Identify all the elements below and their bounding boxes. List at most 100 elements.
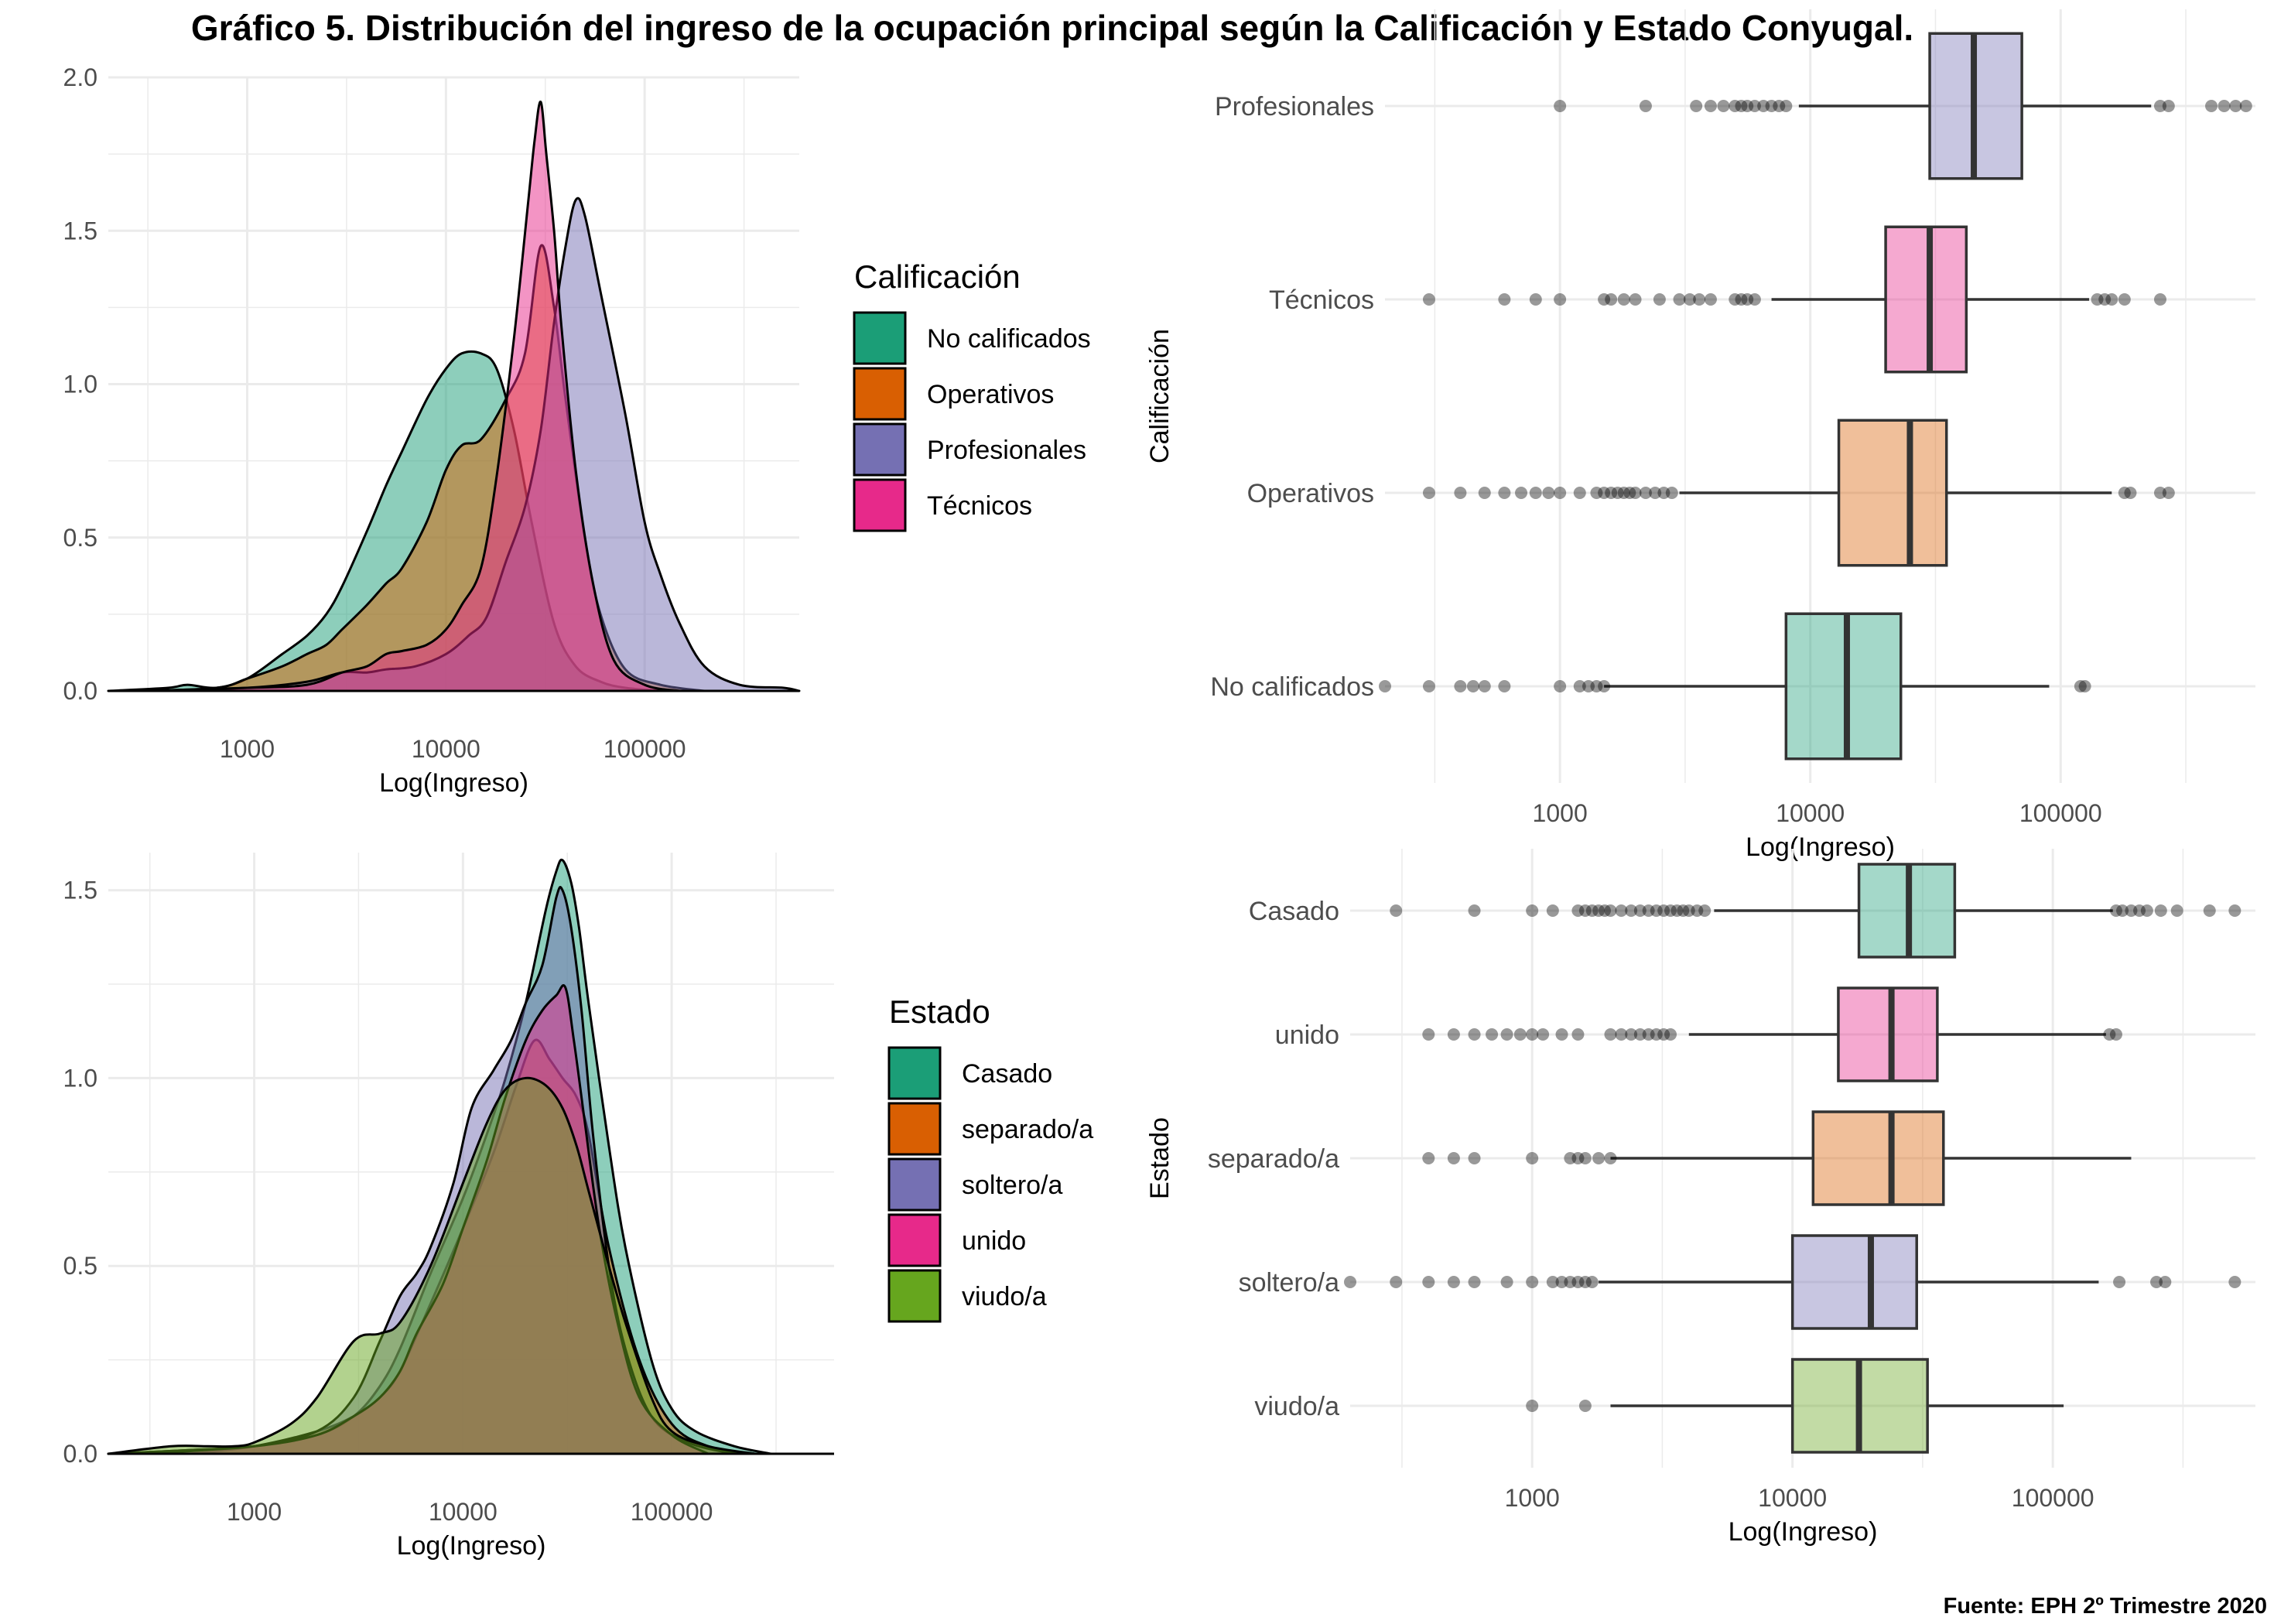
outlier-point [1698, 904, 1711, 917]
outlier-point [1555, 1028, 1568, 1041]
outlier-point [1625, 904, 1638, 917]
y-tick-label: Técnicos [1269, 285, 1374, 315]
legend-key-no-calificados [853, 311, 907, 365]
y-tick-label: viudo/a [1254, 1392, 1339, 1421]
outlier-point [1454, 487, 1467, 499]
outlier-point [2154, 904, 2167, 917]
outlier-point [1657, 1028, 1670, 1041]
outlier-point [1578, 1400, 1592, 1412]
outlier-point [1564, 1152, 1577, 1164]
legend-label-casado: Casado [962, 1059, 1052, 1089]
outlier-point [1639, 487, 1652, 499]
x-axis-title: Log(Ingreso) [1729, 1517, 1878, 1547]
box-soltero-a [1344, 1234, 2242, 1330]
outlier-point [1546, 904, 1559, 917]
outlier-point [1468, 904, 1481, 917]
x-tick-label: 100000 [2019, 799, 2102, 827]
outlier-point [1571, 1152, 1585, 1164]
outlier-point [1447, 1028, 1460, 1041]
outlier-point [1526, 1276, 1539, 1288]
outlier-point [1344, 1276, 1356, 1288]
outlier-point [1468, 1152, 1481, 1164]
box-iqr [1837, 419, 1948, 567]
x-axis-title: Log(Ingreso) [379, 768, 528, 798]
box-iqr [1784, 612, 1903, 761]
x-axis-title: Log(Ingreso) [397, 1531, 546, 1561]
outlier-point [1529, 293, 1542, 306]
legend-key-unido [887, 1213, 942, 1267]
outlier-point [1390, 1276, 1403, 1288]
outlier-point [1665, 487, 1678, 499]
outlier-point [1657, 487, 1670, 499]
outlier-point [1422, 487, 1435, 499]
outlier-point [1526, 904, 1539, 917]
outlier-point [1664, 904, 1677, 917]
outlier-point [1633, 1028, 1647, 1041]
outlier-point [1642, 904, 1655, 917]
box-profesionales [1554, 32, 2252, 180]
outlier-point [1605, 487, 1618, 499]
outlier-point [1604, 1028, 1617, 1041]
outlier-point [2153, 100, 2166, 112]
legend-key-operativos [853, 367, 907, 421]
outlier-point [1478, 487, 1491, 499]
outlier-point [1677, 904, 1690, 917]
x-axis-title: Log(Ingreso) [1746, 833, 1895, 862]
outlier-point [1664, 1028, 1677, 1041]
y-tick-label: 0.5 [63, 1252, 97, 1280]
outlier-point [1573, 680, 1586, 692]
outlier-point [1757, 100, 1770, 112]
y-tick-label: 0.5 [63, 524, 97, 552]
box-separado-a [1422, 1110, 2132, 1206]
y-tick-label: 2.0 [63, 63, 97, 91]
outlier-point [1717, 100, 1730, 112]
outlier-point [1604, 1152, 1617, 1164]
outlier-point [1590, 487, 1603, 499]
outlier-point [1571, 904, 1585, 917]
outlier-point [1379, 680, 1391, 692]
outlier-point [2125, 904, 2138, 917]
x-tick-label: 100000 [631, 1498, 713, 1526]
outlier-point [2150, 1276, 2163, 1288]
outlier-point [1592, 1152, 1605, 1164]
outlier-point [2118, 293, 2131, 306]
outlier-point [1526, 1152, 1539, 1164]
outlier-point [2103, 1028, 2116, 1041]
outlier-point [1537, 1028, 1550, 1041]
outlier-point [1670, 904, 1684, 917]
outlier-point [1657, 904, 1670, 917]
x-tick-label: 10000 [412, 735, 480, 763]
outlier-point [1617, 293, 1630, 306]
x-tick-label: 1000 [1533, 799, 1588, 827]
outlier-point [1748, 293, 1761, 306]
outlier-point [1748, 100, 1761, 112]
outlier-point [1486, 1028, 1499, 1041]
y-tick-label: Operativos [1247, 479, 1374, 508]
outlier-point [1515, 487, 1528, 499]
outlier-point [1468, 1028, 1481, 1041]
legend-label-separado-a: separado/a [962, 1115, 1093, 1144]
outlier-point [2229, 100, 2242, 112]
outlier-point [1605, 293, 1618, 306]
outlier-point [1573, 487, 1586, 499]
outlier-point [1582, 680, 1595, 692]
box-casado [1390, 863, 2242, 959]
outlier-point [1704, 293, 1717, 306]
outlier-point [2203, 904, 2216, 917]
outlier-point [1691, 904, 1704, 917]
legend-label-no-calificados: No calificados [927, 324, 1091, 354]
outlier-point [1780, 100, 1793, 112]
outlier-point [2109, 1028, 2122, 1041]
outlier-point [1598, 680, 1611, 692]
outlier-point [1765, 100, 1778, 112]
y-tick-label: 1.0 [63, 371, 97, 398]
legend-key-viudo-a [887, 1269, 942, 1323]
outlier-point [1468, 1276, 1481, 1288]
legend-label-operativos: Operativos [927, 380, 1054, 409]
boxplot-estado: Casado unido separado/a soltero/a viudo/a 100… [1145, 849, 2255, 1547]
outlier-point [1554, 487, 1567, 499]
legend-label-soltero-a: soltero/a [962, 1171, 1062, 1200]
outlier-point [2153, 293, 2166, 306]
outlier-point [2116, 904, 2129, 917]
y-tick-label: 1.0 [63, 1064, 97, 1092]
